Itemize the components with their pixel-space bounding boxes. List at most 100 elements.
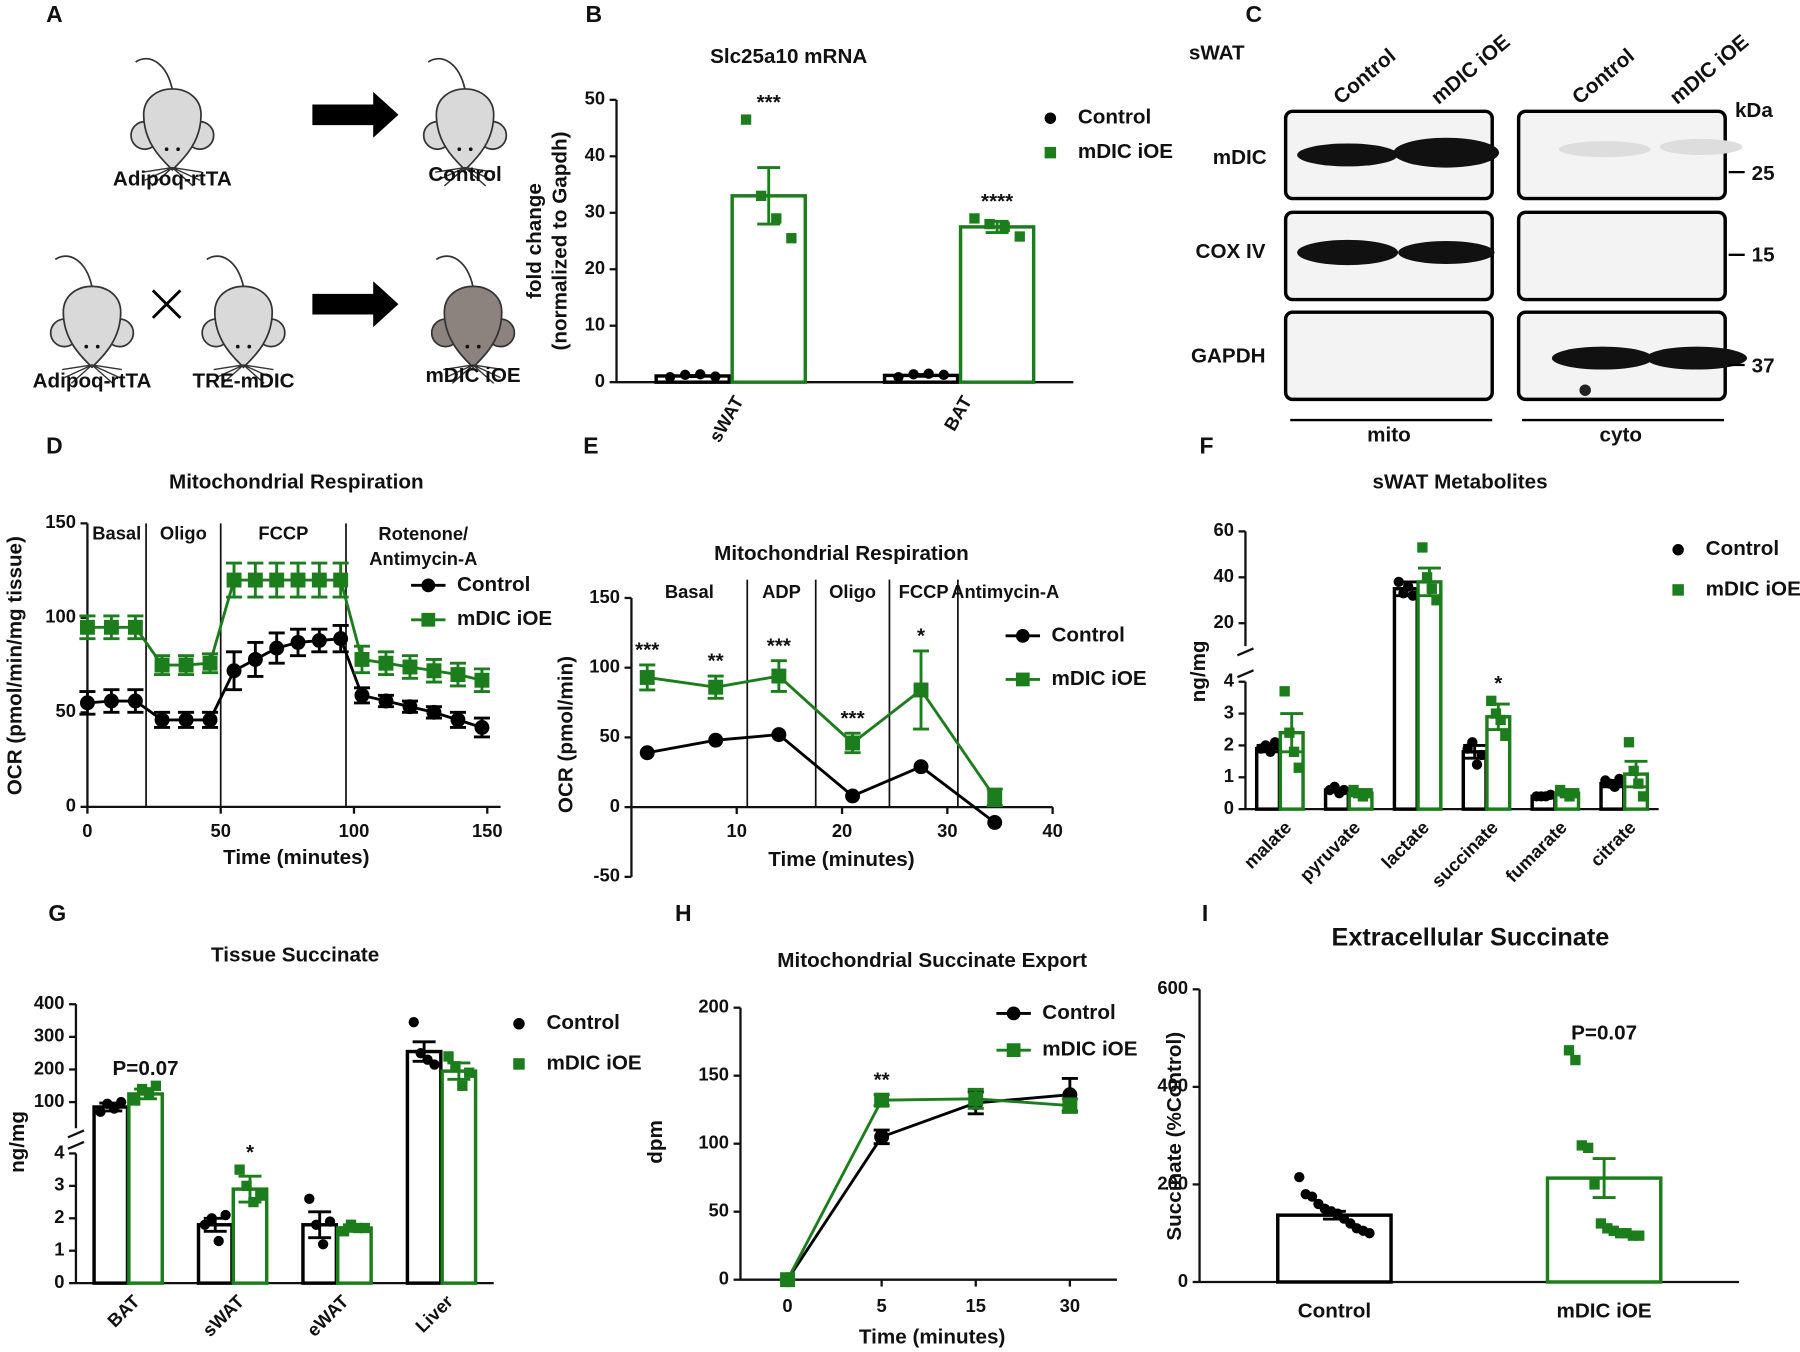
data-point	[786, 233, 797, 244]
y-axis	[67, 1004, 85, 1284]
significance-label: ***	[841, 707, 866, 730]
y-tick-label: 0	[1224, 797, 1234, 818]
y-tick-label: 150	[589, 586, 620, 607]
row-label: COX IV	[1196, 240, 1266, 263]
legend-label: Control	[1078, 106, 1151, 129]
y-axis-label: OCR (pmol/min)	[555, 656, 578, 813]
significance-label: *	[1494, 672, 1503, 695]
data-point	[269, 572, 285, 588]
data-point	[1563, 1045, 1575, 1056]
data-point	[1421, 572, 1433, 583]
legend-marker	[1015, 672, 1030, 687]
data-point	[354, 687, 370, 703]
data-point	[426, 704, 442, 720]
x-tick-label: 5	[877, 1295, 887, 1316]
data-point	[1623, 737, 1635, 748]
panel-letter: G	[48, 900, 66, 926]
phase-label: Basal	[92, 523, 141, 544]
legend-marker	[421, 578, 436, 593]
data-point	[1362, 788, 1373, 799]
significance-label: ****	[981, 190, 1014, 213]
y-tick-label: 4	[54, 1141, 65, 1162]
error-bar	[1394, 580, 1418, 598]
data-point	[639, 669, 655, 685]
data-point	[1294, 1171, 1305, 1183]
significance-label: P=0.07	[113, 1057, 179, 1080]
series-line	[647, 674, 996, 799]
data-point	[311, 633, 327, 648]
data-point	[1614, 1228, 1626, 1239]
x-tick-label: sWAT	[198, 1290, 249, 1341]
data-point	[708, 679, 724, 695]
x-tick-label: Liver	[411, 1291, 457, 1337]
data-point	[1279, 686, 1290, 697]
x-tick-label: citrate	[1586, 817, 1640, 871]
arrow	[312, 91, 399, 138]
data-point	[913, 682, 929, 698]
blot-band	[1297, 239, 1399, 266]
y-axis	[1236, 531, 1254, 810]
y-tick-label: 1	[54, 1239, 64, 1260]
data-point	[913, 759, 929, 775]
y-tick-label: 200	[698, 996, 729, 1017]
data-point	[103, 619, 119, 635]
panel-letter: E	[583, 433, 598, 459]
y-tick-label: 0	[1178, 1270, 1188, 1291]
data-point	[241, 1180, 252, 1192]
data-point	[1634, 1230, 1645, 1241]
y-tick-label: 100	[698, 1132, 729, 1153]
x-tick-label: 0	[782, 1295, 792, 1316]
series-line	[786, 1093, 1070, 1281]
data-point	[311, 572, 327, 588]
data-point	[1306, 1191, 1318, 1202]
y-axis-label-line: (normalized to Gapdh)	[549, 132, 572, 351]
blot-box	[1283, 310, 1494, 402]
error-bar	[681, 373, 705, 378]
data-point	[756, 190, 767, 202]
data-point	[130, 1095, 141, 1106]
y-tick-label: 100	[34, 1090, 65, 1111]
data-point	[127, 619, 143, 635]
data-point	[290, 572, 306, 588]
data-point	[474, 720, 490, 735]
data-point	[984, 218, 995, 230]
error-bar	[1532, 794, 1555, 799]
data-point	[987, 789, 1003, 805]
error-bar	[203, 1216, 227, 1233]
error-bar	[1592, 1157, 1616, 1200]
legend-marker	[1672, 544, 1684, 556]
x-tick-label: sWAT	[705, 391, 748, 445]
x-tick-label: 30	[937, 820, 957, 841]
error-bar	[1256, 744, 1280, 754]
panel-letter: C	[1245, 1, 1262, 27]
data-point	[226, 572, 242, 588]
x-tick-label: 50	[210, 820, 230, 841]
error-bar	[757, 166, 781, 226]
error-bar	[1486, 702, 1510, 731]
data-point	[1495, 714, 1506, 726]
data-point	[1627, 1230, 1639, 1241]
phase-label: FCCP	[899, 581, 949, 602]
data-point	[1471, 759, 1483, 770]
y-tick-label: 150	[698, 1064, 729, 1085]
phase-label: Rotenone/Antimycin-A	[369, 523, 477, 569]
lane-label: mDIC iOE	[1665, 30, 1753, 109]
y-axis-label: ng/mg	[1187, 640, 1210, 702]
fraction-label: mito	[1367, 424, 1411, 447]
data-point	[874, 1129, 890, 1145]
phase-label-line: Antimycin-A	[369, 548, 477, 569]
row-label: GAPDH	[1191, 344, 1266, 367]
data-point	[771, 668, 787, 684]
error-bar	[238, 1174, 262, 1204]
significance-label: *	[246, 1141, 255, 1164]
blot-band	[1558, 141, 1651, 158]
data-point	[247, 572, 263, 588]
data-point	[199, 1219, 211, 1230]
data-point	[1637, 791, 1649, 802]
data-point	[1014, 231, 1025, 242]
data-point	[1417, 542, 1428, 553]
legend-marker	[513, 1058, 525, 1070]
x-tick-label: fumarate	[1501, 817, 1571, 887]
data-point	[1570, 1054, 1581, 1066]
